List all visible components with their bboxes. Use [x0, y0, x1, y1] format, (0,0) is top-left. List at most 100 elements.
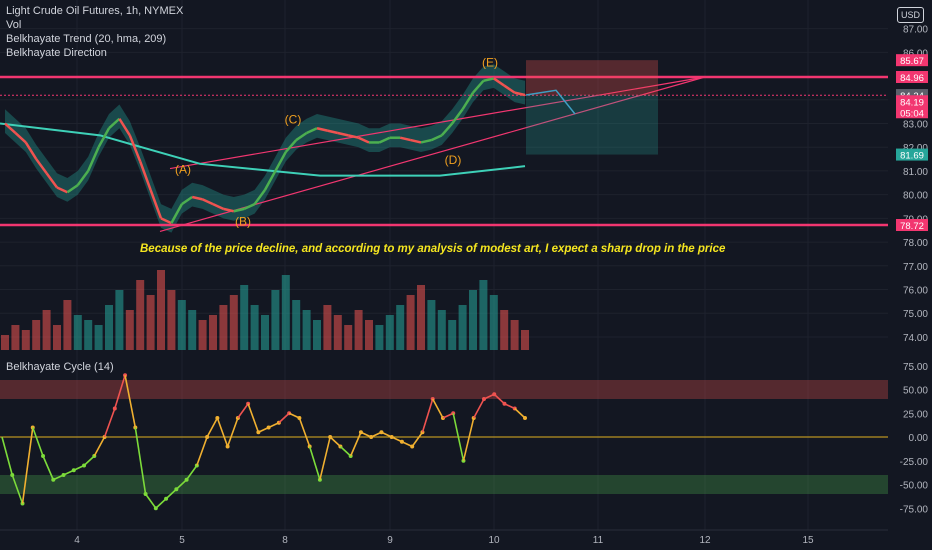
price-segment	[399, 136, 411, 142]
volume-bar	[146, 295, 155, 350]
time-tick-label: 11	[593, 535, 604, 546]
symbol-title[interactable]: Light Crude Oil Futures, 1h, NYMEX	[6, 5, 184, 17]
volume-bar	[94, 325, 103, 350]
cycle-tick-label: -75.00	[900, 504, 929, 515]
cycle-indicator-label[interactable]: Belkhayate Cycle (14)	[6, 361, 114, 373]
volume-bar	[469, 290, 477, 350]
price-segment	[503, 84, 516, 94]
price-segment	[87, 146, 100, 172]
price-badge	[896, 71, 928, 83]
volume-bar	[396, 305, 405, 350]
volume-bars	[1, 270, 529, 350]
cycle-segment	[452, 413, 465, 461]
volume-bar	[167, 290, 176, 350]
volume-bar	[271, 290, 280, 350]
volume-bar	[198, 320, 207, 350]
volume-bar	[32, 320, 41, 350]
price-segment	[347, 134, 359, 139]
cycle-segment	[134, 427, 147, 495]
price-badge	[896, 219, 928, 231]
price-segment	[483, 77, 495, 83]
cycle-tick-label: 25.00	[903, 409, 928, 420]
volume-bar	[73, 315, 82, 350]
price-segment	[56, 186, 68, 194]
cycle-segment	[308, 446, 321, 480]
price-segment	[160, 217, 172, 225]
price-segment	[295, 131, 308, 142]
cycle-segment	[278, 412, 290, 424]
volume-bar	[84, 320, 93, 350]
price-tick-label: 74.00	[903, 333, 928, 344]
cycle-tick-label: -25.00	[900, 457, 929, 468]
volume-bar	[437, 310, 446, 350]
volume-bar	[521, 330, 529, 350]
price-segment	[461, 91, 475, 110]
price-badge-label: 05:04	[900, 108, 924, 119]
cycle-segment	[462, 417, 475, 461]
price-segment	[191, 195, 203, 201]
volume-bar	[209, 315, 217, 350]
cloud-area	[5, 64, 525, 233]
price-segment	[263, 170, 277, 191]
volume-bar	[458, 305, 467, 350]
price-segment	[253, 189, 267, 205]
price-segment	[493, 77, 505, 87]
price-segment	[4, 122, 17, 134]
volume-bar	[21, 330, 30, 350]
cycle-segment	[114, 375, 126, 409]
cycle-tick-label: -50.00	[900, 481, 929, 492]
price-segment	[420, 138, 432, 144]
price-segment	[108, 117, 121, 130]
volume-bar	[42, 310, 51, 350]
volume-bar	[105, 305, 113, 350]
cycle-segment	[21, 427, 34, 504]
volume-bar	[323, 305, 332, 350]
volume-bar	[136, 280, 145, 350]
cycle-segment	[144, 493, 157, 509]
price-tick-label: 80.00	[903, 191, 928, 202]
price-segment	[149, 189, 163, 219]
price-badge	[896, 95, 928, 108]
vol-indicator-label[interactable]: Vol	[6, 19, 22, 31]
price-segment	[327, 129, 339, 135]
time-tick-label: 15	[802, 535, 814, 546]
volume-bar	[354, 310, 363, 350]
volume-bar	[427, 300, 436, 350]
price-segment	[243, 202, 256, 211]
cycle-segment	[93, 436, 106, 457]
cycle-segment	[11, 474, 24, 504]
currency-button[interactable]: USD	[897, 7, 924, 23]
price-segment	[118, 118, 131, 137]
cycle-segment	[247, 403, 260, 433]
cycle-segment	[298, 417, 311, 447]
cycle-tick-label: 0.00	[909, 433, 929, 444]
main-chart-lines: (A) (B) (C) (D) (E)	[0, 56, 888, 233]
time-tick-label: 5	[179, 535, 185, 546]
trend-indicator-label[interactable]: Belkhayate Trend (20, hma, 209)	[6, 33, 167, 45]
wave-label: (E)	[482, 56, 498, 70]
wave-label: (B)	[235, 214, 251, 228]
volume-bar	[365, 320, 373, 350]
volume-bar	[417, 285, 425, 350]
price-segment	[202, 198, 214, 206]
volume-bar	[125, 310, 134, 350]
cycle-segment	[432, 398, 444, 419]
price-badge-label: 84.19	[900, 97, 924, 108]
cycle-segment	[473, 398, 485, 419]
price-badge-label: 84.96	[900, 73, 924, 84]
channel-line	[169, 76, 706, 170]
volume-bar	[479, 280, 488, 350]
price-segment	[451, 108, 464, 125]
cycle-segment	[124, 375, 137, 428]
volume-bar	[11, 325, 20, 350]
price-segment	[24, 141, 38, 160]
forecast-arrow	[525, 89, 576, 115]
direction-indicator-label[interactable]: Belkhayate Direction	[6, 47, 107, 59]
cycle-segment	[165, 488, 177, 500]
cycle-segment	[237, 403, 249, 419]
volume-bar	[229, 295, 238, 350]
price-segment	[181, 195, 193, 206]
time-tick-label: 12	[699, 535, 711, 546]
